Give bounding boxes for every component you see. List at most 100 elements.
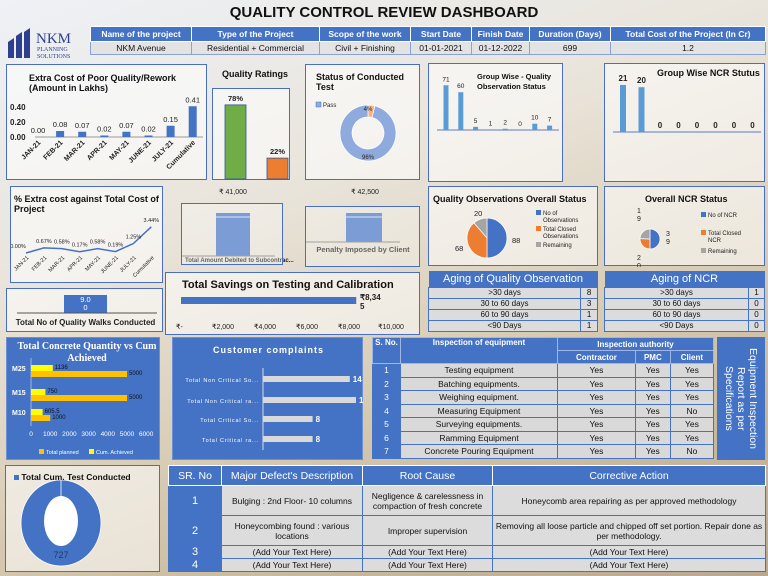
aging-label: >30 days	[604, 286, 749, 299]
data-label: 60	[457, 83, 465, 90]
company-logo: NKM PLANNING SOLUTIONS	[6, 28, 88, 60]
x-tick-label: ₹4,000	[254, 323, 276, 331]
data-label: 2	[503, 120, 507, 127]
x-tick-label: 2000	[62, 431, 77, 438]
bar	[166, 125, 175, 137]
data-label: 96%	[362, 155, 375, 161]
data-label: 0.58%	[90, 240, 106, 246]
data-label: 0	[658, 121, 663, 130]
table-row: 5 Surveying equipments. Yes Yes Yes	[372, 417, 715, 432]
header-col: Name of the project	[90, 26, 192, 42]
chart-svg: Pass 4% 96%	[315, 101, 397, 162]
x-tick-label: 5000	[120, 431, 135, 438]
x-tick-label: MAR-21	[48, 255, 67, 274]
bar	[181, 297, 357, 304]
bar	[56, 131, 65, 137]
col-description: Major Defect's Description	[221, 465, 363, 486]
bar	[346, 213, 382, 242]
data-label: ₹ 42,500	[351, 188, 379, 196]
bar	[532, 123, 538, 130]
chart-svg: ₹ 42,500 Penalty Imposed by Client	[306, 188, 410, 254]
equipment-name: Weighing equipment.	[400, 390, 558, 405]
chart-svg: 71 60 5 1 2 0 10 7	[437, 76, 559, 131]
duration: 699	[529, 41, 611, 55]
pie-slice	[649, 228, 661, 250]
legend-swatch	[89, 449, 94, 454]
chart-svg: 88 68 20 No of Observations Total Closed Obser…	[455, 209, 578, 259]
finish-date: 01-12-2022	[471, 41, 530, 55]
chart-title: Total Savings on Testing and Calibration	[182, 279, 394, 291]
data-label: 3.44%	[143, 218, 159, 224]
y-tick-label: Total Non Critical So...	[185, 378, 259, 384]
x-tick-label: FEB-21	[43, 139, 65, 161]
data-label: 71	[442, 76, 450, 83]
data-label: 88	[512, 236, 520, 245]
header-col: Total Cost of the Project (In Cr)	[610, 26, 766, 42]
aging-label: 60 to 90 days	[604, 308, 749, 321]
data-label: 0.00	[31, 126, 46, 135]
bar	[502, 128, 508, 130]
quality-walks-chart: 9.0 0 Total No of Quality Walks Conducted	[6, 288, 163, 332]
extra-percent-chart: 0.00% JAN-21 0.67% FEB-21 0.58% MAR-21 0.17% AP…	[10, 186, 163, 283]
contractor-status: Yes	[557, 376, 636, 391]
x-label: Total No of Quality Walks Conducted	[16, 318, 156, 327]
legend-label: Pass	[323, 103, 336, 109]
data-label: 78%	[228, 94, 243, 103]
data-label: 750	[47, 389, 58, 395]
x-tick-label: FEB-21	[31, 255, 48, 272]
client-status: Yes	[669, 390, 715, 405]
aging-count: 1	[747, 286, 766, 299]
client-status: Yes	[669, 363, 715, 378]
group-qo-chart: 71 60 5 1 2 0 10 7 Group Wise - Quality Observa…	[428, 63, 563, 182]
bar	[266, 157, 289, 180]
bar	[547, 125, 553, 130]
donut-hole	[44, 496, 78, 546]
cum-tests-chart: 727 Total Cum. Test Conducted	[5, 465, 160, 572]
contractor-status: Yes	[557, 444, 636, 459]
bar-achieved	[31, 365, 53, 371]
aging-label: >30 days	[427, 286, 582, 299]
defect-description: Honeycombing found : various locations	[221, 515, 363, 546]
data-label: 0.17%	[72, 243, 88, 249]
row-number: 3	[372, 390, 401, 405]
chart-svg: 0.000.200.400.00JAN-210.08FEB-210.07MAR-…	[10, 95, 203, 171]
project-header-table: Name of the project Type of the Project …	[90, 26, 766, 55]
pmc-status: Yes	[634, 417, 671, 432]
x-tick-label: ₹2,000	[212, 323, 234, 331]
bar	[263, 416, 313, 422]
data-label-cont: 0	[83, 303, 87, 312]
data-label: 20	[474, 209, 482, 218]
aging-label: 60 to 90 days	[427, 308, 582, 321]
bar	[144, 135, 153, 137]
legend-label: Cum. Achieved	[96, 450, 133, 456]
data-label: 0.19%	[108, 243, 124, 249]
equipment-name: Testing equipment	[400, 363, 558, 378]
aging-label: 30 to 60 days	[604, 297, 749, 310]
data-label: 0.08	[53, 120, 68, 129]
col-pmc: PMC	[634, 350, 671, 364]
equipment-name: Measuring Equipment	[400, 403, 558, 418]
chart-svg: ₹- ₹2,000 ₹4,000 ₹6,000 ₹8,000 ₹10,000	[176, 297, 404, 331]
data-label: 4%	[364, 107, 373, 113]
start-date: 01-01-2021	[410, 41, 472, 55]
table-row: 1 Testing equipment Yes Yes Yes	[372, 363, 715, 378]
equipment-name: Concrete Pouring Equipment	[400, 444, 558, 459]
pie-slice	[466, 222, 488, 259]
chart-title: Group Wise - Quality Observation Status	[477, 72, 552, 91]
legend-swatch	[315, 101, 322, 108]
corrective-action: Removing all loose particle and chipped …	[492, 515, 766, 546]
x-tick-label: MAY-21	[108, 139, 130, 161]
page-title: QUALITY CONTROL REVIEW DASHBOARD	[229, 4, 539, 21]
header-col: Scope of the work	[319, 26, 411, 42]
row-number: 6	[372, 430, 401, 445]
aging-ncr-title: Aging of NCR	[604, 271, 765, 287]
savings-chart: ₹- ₹2,000 ₹4,000 ₹6,000 ₹8,000 ₹10,000 Total …	[165, 272, 420, 335]
bar	[78, 131, 87, 137]
x-tick-label: ₹10,000	[378, 323, 404, 331]
contractor-status: Yes	[557, 363, 636, 378]
data-label: 20	[637, 76, 646, 85]
pie-slice	[473, 217, 488, 239]
table-row: 30 to 60 days 3	[427, 297, 598, 310]
client-status: No	[669, 403, 715, 418]
